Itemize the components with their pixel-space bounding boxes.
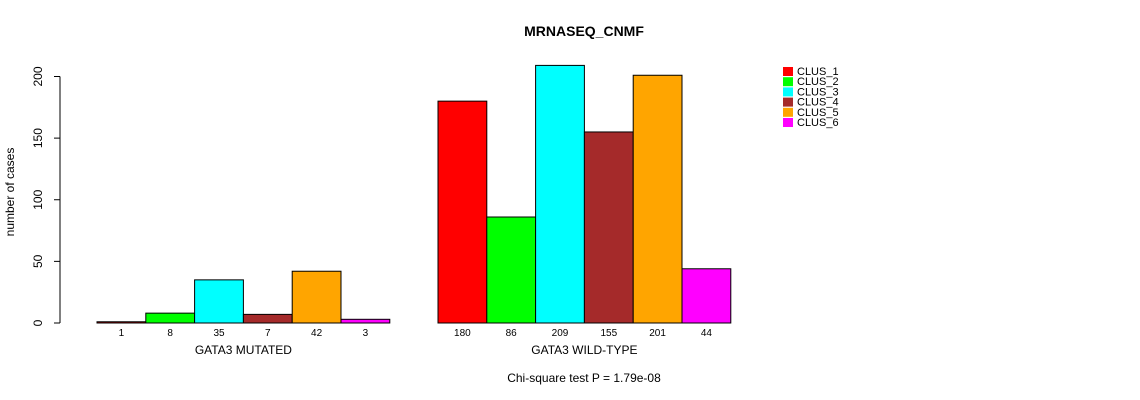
legend-swatch [783,97,793,107]
legend-label: CLUS_2 [797,76,839,88]
bar-clus-5 [632,74,683,324]
legend-label: CLUS_5 [797,107,839,119]
bar-value-label: 42 [311,328,323,339]
bar-clus-4 [242,313,293,324]
legend-swatch [783,107,793,117]
y-tick-label: 150 [31,128,45,148]
y-tick-label: 50 [31,254,45,268]
legend-swatch [783,77,793,87]
y-tick-label: 0 [31,319,45,326]
bar-clus-6 [681,268,732,324]
bar-value-label: 8 [167,328,173,339]
bars [96,64,732,324]
legend-label: CLUS_3 [797,86,839,98]
y-axis-label: number of cases [3,148,17,237]
bar-clus-1 [437,100,488,324]
legend-label: CLUS_4 [797,97,839,109]
bar-clus-2 [486,216,537,324]
bar-value-label: 180 [454,328,471,339]
bar-clus-3 [535,64,585,324]
bar-value-label: 35 [213,328,225,339]
legend-swatch [783,87,793,97]
bar-value-labels: 1 8 35 7 42 3 180 86 209 155 201 44 [119,328,713,339]
bar-clus-5 [291,270,342,324]
chart-title: MRNASEQ_CNMF [524,23,644,39]
y-tick-label: 200 [31,66,45,86]
bar-value-label: 155 [600,328,617,339]
y-tick-label: 100 [31,189,45,209]
bar-clus-3 [194,279,244,324]
bar-value-label: 3 [363,328,369,339]
bar-clus-4 [583,131,634,324]
bar-value-label: 209 [552,328,569,339]
legend-swatch [783,67,793,76]
bar-clus-2 [145,312,196,324]
group-label: GATA3 MUTATED [195,343,292,357]
bar-value-label: 201 [649,328,666,339]
group-label: GATA3 WILD-TYPE [531,343,637,357]
legend-swatch [783,118,793,127]
bar-clus-1 [96,321,147,324]
legend-label: CLUS_6 [797,117,839,129]
bar-value-label: 7 [265,328,271,339]
y-axis: 0 50 100 150 200 [31,66,61,326]
bar-clus-6 [340,318,391,324]
bar-value-label: 44 [701,328,713,339]
bar-value-label: 86 [506,328,518,339]
legend-label: CLUS_1 [797,66,839,78]
group-labels: GATA3 MUTATED GATA3 WILD-TYPE [195,343,638,357]
chi-square-note: Chi-square test P = 1.79e-08 [507,371,661,385]
bar-value-label: 1 [119,328,125,339]
